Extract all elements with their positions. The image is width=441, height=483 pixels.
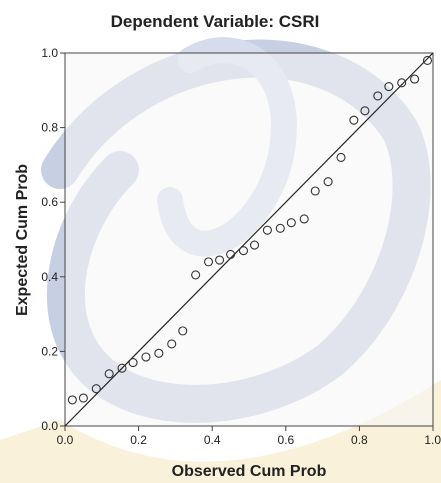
x-tick-label: 0.4 xyxy=(204,433,221,447)
data-point xyxy=(191,270,201,280)
data-point xyxy=(117,363,127,373)
data-point xyxy=(397,78,407,88)
data-point xyxy=(91,384,101,394)
y-tick-label: 0.0 xyxy=(41,419,58,433)
y-tick-label: 1.0 xyxy=(41,46,58,60)
chart-title: Dependent Variable: CSRI xyxy=(111,12,320,31)
data-point xyxy=(384,82,394,92)
data-point xyxy=(349,115,359,125)
y-axis-title: Expected Cum Prob xyxy=(14,164,31,316)
x-tick-label: 1.0 xyxy=(424,433,441,447)
x-axis-title: Observed Cum Prob xyxy=(172,463,327,480)
data-point xyxy=(310,186,320,196)
data-point xyxy=(178,326,188,336)
reference-line xyxy=(64,52,434,427)
data-point xyxy=(262,225,272,235)
data-point xyxy=(226,249,236,259)
y-tick-label: 0.2 xyxy=(41,344,58,358)
data-point xyxy=(203,257,214,267)
y-tick-label: 0.6 xyxy=(41,195,58,209)
x-tick-label: 0.6 xyxy=(277,433,294,447)
x-tick-label: 0.2 xyxy=(130,433,147,447)
data-point xyxy=(275,223,285,233)
data-point xyxy=(410,74,420,84)
data-point xyxy=(299,214,309,224)
data-point xyxy=(104,369,114,379)
data-point xyxy=(215,255,225,265)
data-point xyxy=(336,152,346,162)
data-point xyxy=(67,395,77,405)
data-point xyxy=(422,55,433,66)
data-point xyxy=(249,240,260,250)
axis-ticks xyxy=(60,52,434,431)
y-tick-label: 0.4 xyxy=(41,270,58,284)
data-point xyxy=(128,358,138,368)
data-point xyxy=(154,348,164,358)
data-point xyxy=(238,246,249,256)
axis-tick-labels: 0.0 0.2 0.4 0.6 0.8 1.0 0.0 0.2 0.4 0.6 0.8 1.0 xyxy=(41,46,441,447)
data-point xyxy=(167,339,177,349)
data-points xyxy=(67,55,433,405)
data-point xyxy=(373,91,383,101)
data-point xyxy=(141,352,151,362)
x-tick-label: 0.8 xyxy=(351,433,368,447)
y-tick-label: 0.8 xyxy=(41,121,58,135)
data-point xyxy=(286,218,296,228)
data-point xyxy=(323,177,333,187)
data-point xyxy=(360,106,370,116)
data-point xyxy=(78,393,88,403)
x-tick-label: 0.0 xyxy=(57,433,74,447)
